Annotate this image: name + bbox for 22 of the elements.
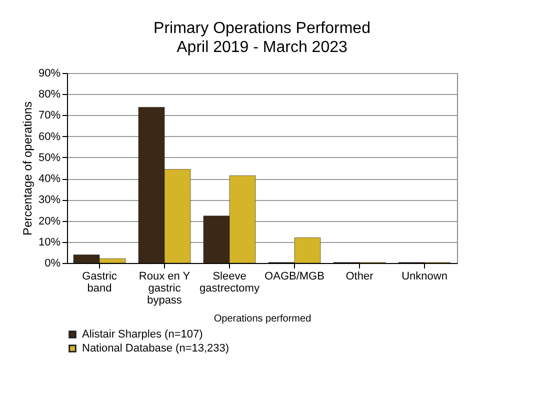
x-tick-label: OAGB/MGB [264,270,324,282]
x-tick-label: Roux en Y gastric bypass [138,270,191,306]
y-tick-label: 70% [38,110,61,122]
x-tick-label: Unknown [402,270,448,282]
y-tick-label: 80% [38,88,61,101]
x-tick-label: Other [346,270,374,282]
x-tick-label: Sleeve gastrectomy [200,270,260,294]
chart-subtitle: April 2019 - March 2023 [176,39,348,56]
y-tick-label: 0% [44,258,61,270]
y-axis-title: Percentage of operations [20,101,34,236]
y-tick-label: 10% [38,236,61,248]
y-tick-label: 50% [38,152,61,164]
legend-label: Alistair Sharples (n=107) [82,328,203,340]
legend-label: National Database (n=13,233) [82,342,230,354]
x-axis-title: Operations performed [214,314,312,324]
x-tick-label: Gastric band [82,270,118,294]
y-tick-label: 30% [38,194,61,206]
y-tick-label: 20% [38,215,61,228]
y-tick-label: 90% [38,68,61,80]
y-tick-label: 60% [38,130,61,143]
chart-title: Primary Operations Performed [154,20,370,37]
y-tick-label: 40% [38,173,61,186]
